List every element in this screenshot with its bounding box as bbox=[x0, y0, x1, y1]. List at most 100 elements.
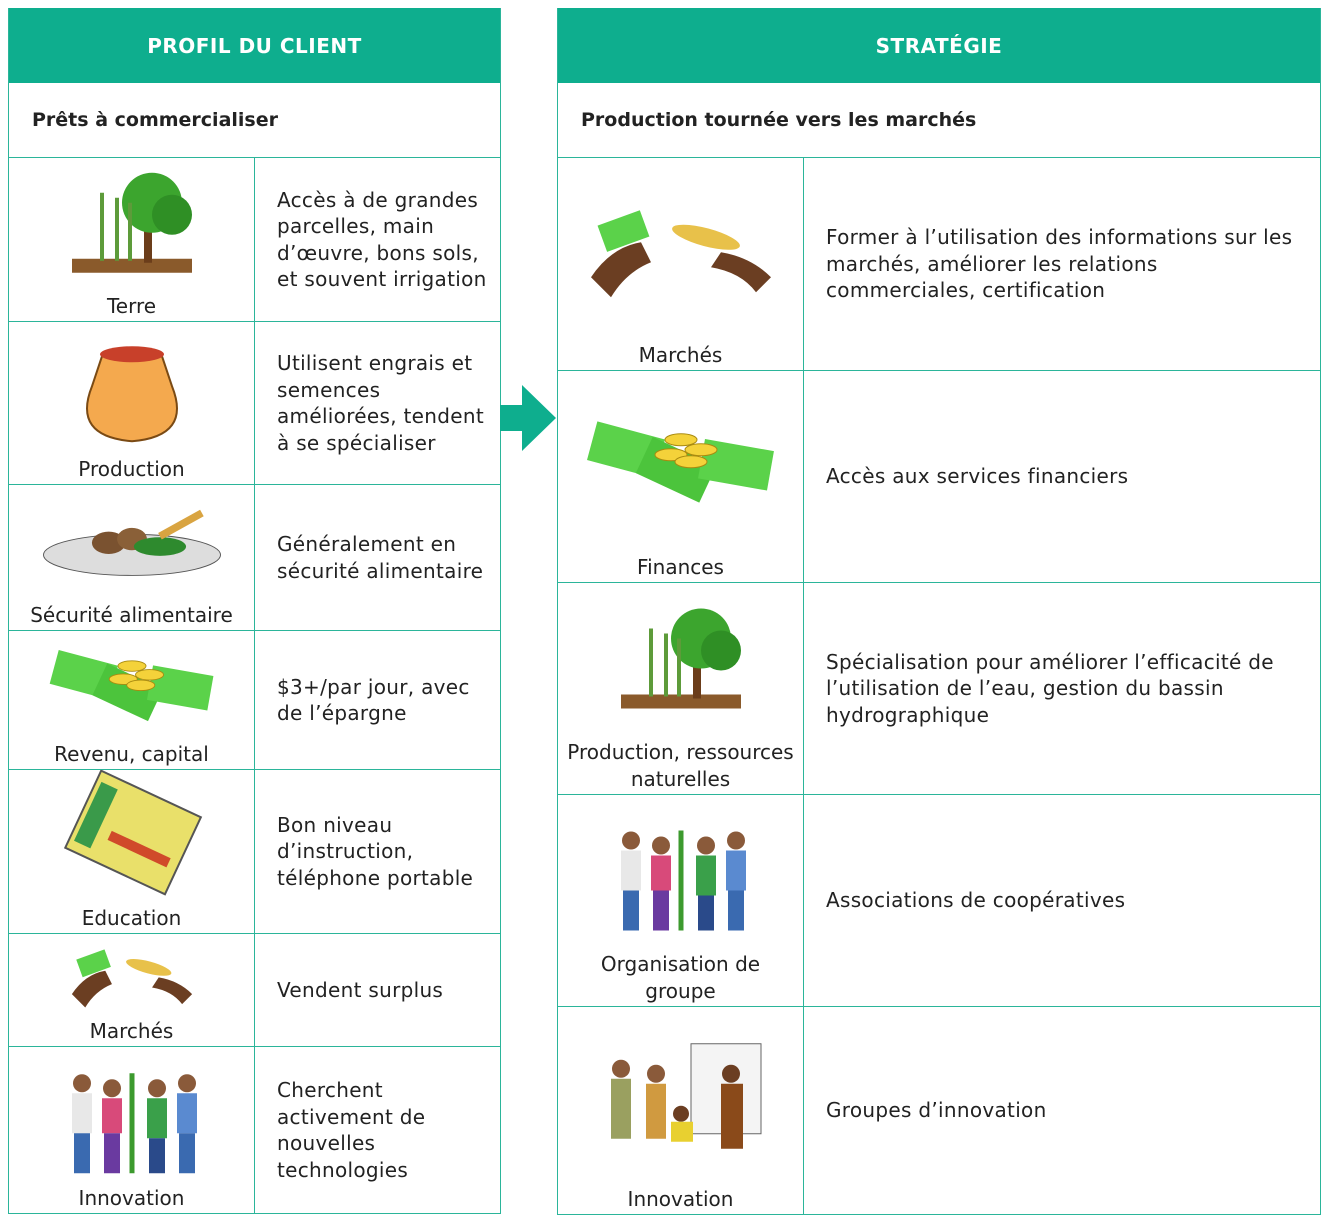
row-text: Vendent surplus bbox=[277, 977, 444, 1002]
row-text: Utilisent engrais et semences améliorées… bbox=[277, 351, 484, 455]
icon-shape bbox=[674, 455, 707, 469]
icon-cell: Innovation bbox=[9, 1047, 255, 1213]
subheader: Prêts à commercialiser bbox=[9, 83, 500, 158]
row-label: Sécurité alimentaire bbox=[30, 602, 233, 627]
icon bbox=[620, 830, 746, 931]
icon-shape bbox=[125, 679, 155, 692]
icon-cell: Production, ressources naturelles bbox=[558, 583, 804, 794]
icon bbox=[71, 172, 192, 273]
icon-cell: Innovation bbox=[558, 1007, 804, 1214]
row-label: Education bbox=[81, 905, 182, 930]
table-row: Sécurité alimentaire Généralement en sécu… bbox=[9, 485, 500, 631]
row-text: $3+/par jour, avec de l’épargne bbox=[277, 674, 470, 726]
icon-shape bbox=[146, 665, 213, 711]
icon-shape bbox=[73, 1133, 90, 1174]
icon-shape bbox=[590, 242, 651, 298]
row-text: Accès aux services financiers bbox=[826, 464, 1129, 489]
icon-cell: Finances bbox=[558, 371, 804, 582]
icon-shape bbox=[621, 831, 640, 850]
row-text: Associations de coopératives bbox=[826, 888, 1126, 913]
icon-shape bbox=[696, 836, 715, 855]
subheader: Production tournée vers les marchés bbox=[558, 83, 1320, 158]
icon-shape bbox=[117, 660, 146, 672]
icon-shape bbox=[147, 1079, 166, 1098]
icon-shape bbox=[101, 1098, 122, 1134]
icon-shape bbox=[71, 258, 192, 273]
table-row: Education Bon niveau d’instruction, télép… bbox=[9, 770, 500, 934]
icon-shape bbox=[134, 669, 164, 681]
icon-shape bbox=[157, 509, 204, 540]
row-label: Production bbox=[78, 456, 185, 481]
icon-shape bbox=[500, 385, 556, 451]
icon-shape bbox=[72, 1074, 91, 1093]
icon-shape bbox=[610, 1078, 631, 1139]
table-row: Terre Accès à de grandes parcelles, main … bbox=[9, 158, 500, 322]
icon-cell: Marchés bbox=[9, 934, 255, 1046]
client-profile-table: PROFIL DU CLIENT Prêts à commercialiser … bbox=[8, 8, 501, 1214]
icon-shape bbox=[684, 443, 717, 457]
table-row: Marchés Vendent surplus bbox=[9, 934, 500, 1047]
icon-shape bbox=[620, 830, 746, 931]
icon-shape bbox=[107, 830, 171, 868]
icon-shape bbox=[720, 1083, 743, 1149]
icon bbox=[85, 346, 178, 443]
icon-shape bbox=[102, 1079, 121, 1098]
icon-cell: Organisation de groupe bbox=[558, 795, 804, 1006]
icon-shape bbox=[726, 831, 745, 850]
icon-shape bbox=[151, 977, 192, 1005]
icon-shape bbox=[697, 438, 774, 491]
icon-shape bbox=[108, 660, 164, 692]
icon-shape bbox=[725, 850, 746, 891]
icon-shape bbox=[146, 1098, 167, 1139]
icon-shape bbox=[99, 346, 164, 363]
icon bbox=[610, 1043, 761, 1149]
icon-shape bbox=[721, 1064, 740, 1083]
icon-shape bbox=[710, 252, 771, 293]
icon-shape bbox=[645, 1083, 666, 1139]
row-text: Spécialisation pour améliorer l’efficaci… bbox=[826, 649, 1274, 727]
icon-shape bbox=[695, 855, 716, 896]
icon-shape bbox=[671, 224, 740, 250]
icon-shape bbox=[611, 1059, 630, 1078]
row-label: Organisation de groupe bbox=[600, 952, 761, 1003]
icon-shape bbox=[727, 890, 744, 931]
icon bbox=[71, 1073, 197, 1174]
icon-shape bbox=[178, 1133, 195, 1174]
row-text: Accès à de grandes parcelles, main d’œuv… bbox=[277, 187, 487, 292]
table-row: Production Utilisent engrais et semences … bbox=[9, 322, 500, 485]
icon-cell: Terre bbox=[9, 158, 255, 321]
icon-shape bbox=[63, 770, 202, 896]
icon-shape bbox=[148, 1138, 165, 1174]
icon-shape bbox=[654, 433, 717, 469]
icon-shape bbox=[85, 347, 178, 443]
table-row: Organisation de groupe Associations de co… bbox=[558, 795, 1320, 1007]
row-label: Marchés bbox=[638, 342, 723, 367]
icon-shape bbox=[670, 1121, 693, 1142]
icon-shape bbox=[91, 531, 125, 554]
row-label: Production, ressources naturelles bbox=[567, 740, 794, 791]
icon-shape bbox=[133, 537, 186, 556]
icon-cell: Sécurité alimentaire bbox=[9, 485, 255, 630]
row-label: Revenu, capital bbox=[54, 741, 209, 766]
row-text: Cherchent activement de nouvelles techno… bbox=[277, 1078, 426, 1182]
icon-shape bbox=[125, 959, 171, 976]
table-row: Innovation Cherchent activement de nouvel… bbox=[9, 1047, 500, 1214]
row-text: Former à l’utilisation des informations … bbox=[826, 225, 1293, 303]
icon-shape bbox=[71, 1093, 92, 1134]
table-row: Revenu, capital $3+/par jour, avec de l’é… bbox=[9, 631, 500, 770]
table-row: Marchés Former à l’utilisation des inform… bbox=[558, 158, 1320, 371]
header: STRATÉGIE bbox=[558, 8, 1320, 83]
icon-shape bbox=[71, 1073, 197, 1174]
icon-cell: Revenu, capital bbox=[9, 631, 255, 769]
row-label: Finances bbox=[637, 554, 724, 579]
arrow bbox=[500, 385, 556, 451]
icon-cell: Education bbox=[9, 770, 255, 933]
icon bbox=[590, 210, 771, 298]
row-text: Groupes d’innovation bbox=[826, 1098, 1047, 1123]
icon-shape bbox=[651, 836, 670, 855]
icon-shape bbox=[697, 895, 714, 931]
icon-shape bbox=[73, 781, 118, 849]
icon-shape bbox=[597, 210, 649, 252]
icon bbox=[620, 608, 741, 709]
icon-cell: Marchés bbox=[558, 158, 804, 370]
